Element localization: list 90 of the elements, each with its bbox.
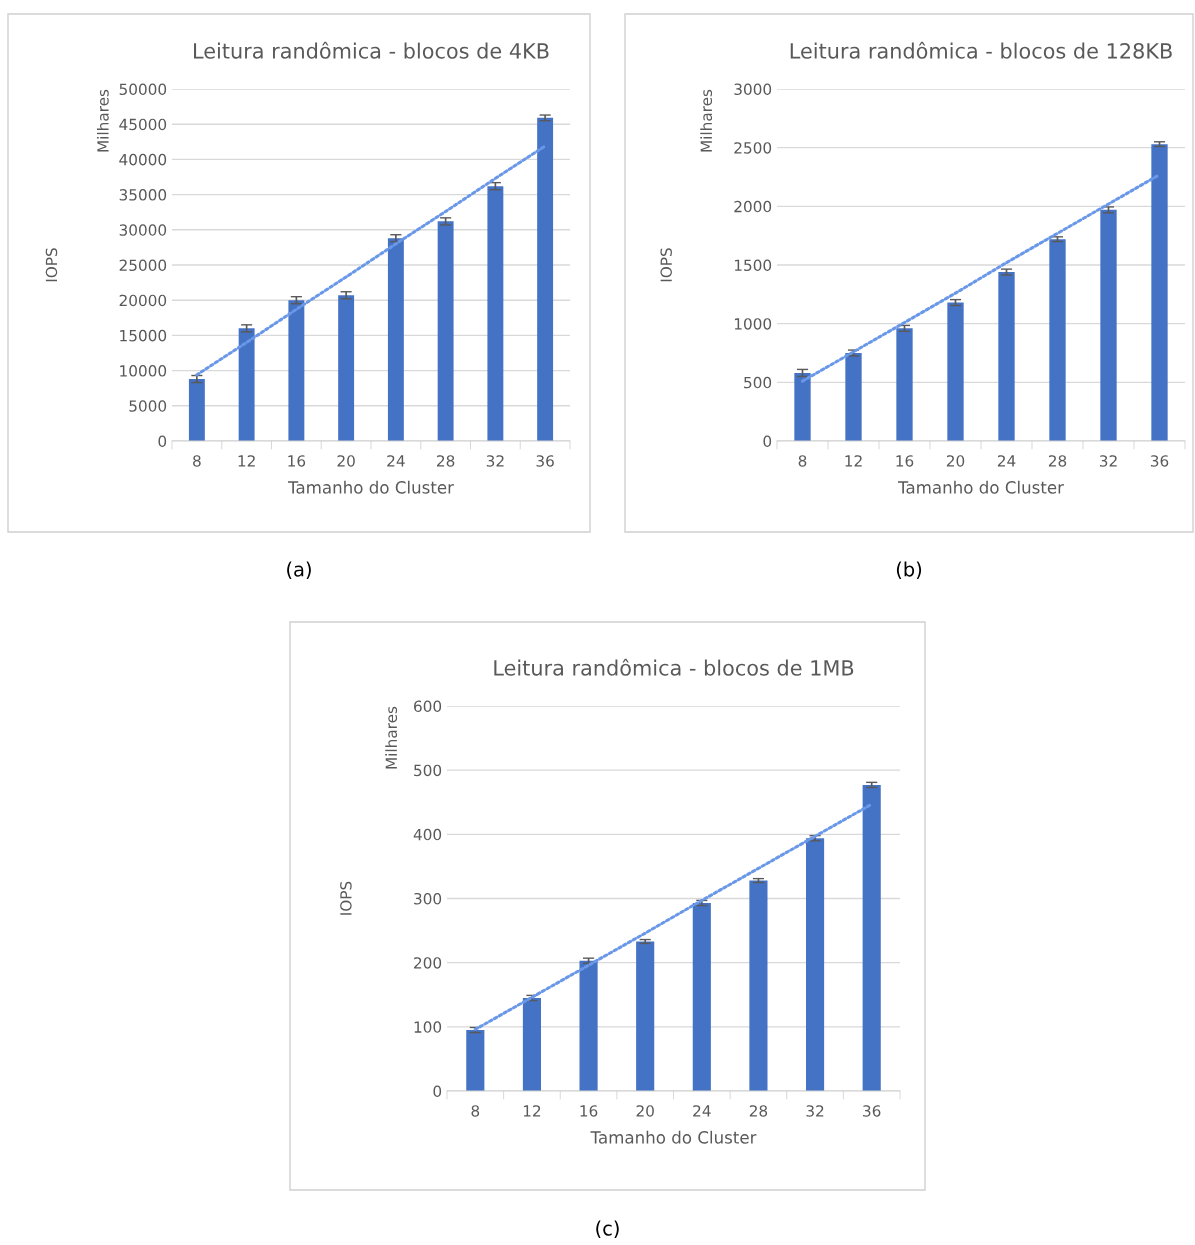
- x-tick-label: 8: [798, 455, 807, 467]
- bar: [749, 880, 768, 1091]
- x-tick-label: 16: [896, 455, 914, 467]
- y-tick-label: 3000: [734, 83, 772, 96]
- x-tick-label: 8: [471, 1105, 480, 1117]
- bar: [794, 372, 811, 441]
- x-tick-label: 24: [997, 455, 1016, 467]
- y-tick-label: 300: [414, 892, 442, 905]
- y-axis-title: IOPS: [660, 248, 672, 282]
- bar: [338, 295, 355, 441]
- y-tick-label: 20000: [119, 294, 167, 307]
- chart-title: Leitura randômica - blocos de 1MB: [494, 658, 854, 676]
- y-tick-label: 45000: [119, 118, 167, 131]
- y-tick-label: 40000: [119, 153, 167, 166]
- y-tick-label: 400: [413, 828, 442, 841]
- y-tick-label: 0: [763, 435, 772, 448]
- x-tick-label: 32: [1099, 455, 1117, 467]
- line-series: [473, 802, 874, 1031]
- text: (b): [896, 561, 922, 579]
- text: (a): [287, 561, 311, 579]
- bar: [862, 784, 881, 1091]
- y-tick-label: 200: [414, 957, 442, 969]
- y-tick-label: 500: [744, 376, 772, 389]
- bar: [1049, 239, 1066, 441]
- x-tick-label: 8: [193, 455, 201, 467]
- bar: [238, 328, 255, 441]
- chart-title: Leitura randômica - blocos de 128KB: [790, 41, 1172, 59]
- bar: [437, 221, 454, 441]
- x-axis-title: Tamanho do Cluster: [287, 480, 454, 494]
- y-tick-label: 35000: [119, 189, 167, 201]
- x-tick-label: 16: [580, 1105, 598, 1117]
- y-axis-title: IOPS: [45, 248, 58, 282]
- x-tick-label: 20: [636, 1105, 654, 1117]
- x-axis-title: Tamanho do Cluster: [590, 1130, 757, 1144]
- y-tick-label: 1000: [734, 318, 772, 330]
- bar: [188, 379, 205, 441]
- y-tick-label: 600: [414, 700, 442, 713]
- y-tick-label: 2500: [734, 142, 772, 154]
- bar: [896, 328, 913, 441]
- x-tick-label: 32: [486, 455, 504, 467]
- bar: [692, 902, 711, 1091]
- x-tick-label: 12: [523, 1105, 541, 1117]
- y-tick-label: 0: [158, 435, 167, 448]
- bar: [288, 300, 305, 441]
- text: (c): [596, 1220, 619, 1238]
- y-tick-label: 30000: [119, 224, 167, 236]
- bar: [487, 186, 504, 441]
- bar: [947, 302, 964, 441]
- text: Milhares: [700, 89, 713, 152]
- y-tick-label: 15000: [120, 329, 167, 342]
- bar: [522, 997, 541, 1091]
- x-tick-label: 16: [288, 455, 306, 467]
- y-tick-label: 50000: [119, 83, 167, 96]
- bar: [636, 941, 655, 1091]
- x-tick-label: 24: [387, 455, 405, 467]
- x-tick-label: 12: [845, 455, 862, 467]
- x-tick-label: 36: [536, 455, 554, 467]
- y-tick-label: 25000: [119, 259, 167, 272]
- bar: [806, 838, 825, 1091]
- x-tick-label: 28: [437, 455, 455, 467]
- bar: [845, 353, 862, 441]
- bar: [466, 1030, 485, 1091]
- x-tick-label: 36: [1150, 455, 1169, 467]
- x-tick-label: 20: [946, 455, 965, 467]
- y-tick-label: 500: [414, 764, 442, 777]
- line-series: [195, 144, 547, 377]
- y-tick-label: 1500: [734, 259, 772, 272]
- x-tick-label: 24: [693, 1105, 711, 1117]
- bar: [1100, 209, 1117, 441]
- bar: [537, 117, 554, 441]
- bar: [1151, 144, 1168, 441]
- y-tick-label: 5000: [129, 400, 167, 412]
- y-tick-label: 10000: [120, 365, 167, 377]
- text: Milhares: [96, 89, 109, 152]
- y-axis-title: IOPS: [340, 881, 352, 915]
- x-tick-label: 28: [1048, 455, 1067, 467]
- x-tick-label: 12: [238, 455, 255, 467]
- bar: [998, 272, 1015, 441]
- chart-title: Leitura randômica - blocos de 4KB: [194, 41, 549, 59]
- y-tick-label: 100: [414, 1021, 442, 1033]
- x-axis-title: Tamanho do Cluster: [897, 480, 1064, 494]
- bar: [579, 960, 598, 1091]
- text: Milhares: [385, 706, 398, 769]
- y-tick-label: 2000: [734, 200, 772, 213]
- x-tick-label: 20: [337, 455, 355, 467]
- x-tick-label: 32: [806, 1105, 824, 1117]
- x-tick-label: 36: [863, 1105, 881, 1117]
- y-tick-label: 0: [433, 1085, 442, 1098]
- bar: [387, 238, 404, 441]
- x-tick-label: 28: [749, 1105, 768, 1117]
